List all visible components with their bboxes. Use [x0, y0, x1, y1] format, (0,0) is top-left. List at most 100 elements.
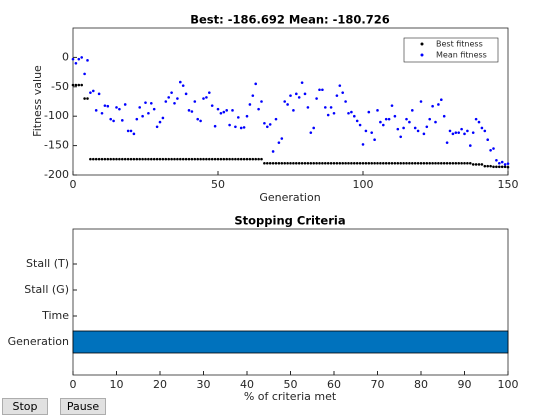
data-point	[405, 161, 408, 165]
data-point	[315, 97, 318, 100]
data-point	[254, 157, 257, 161]
data-point	[393, 114, 397, 118]
data-point	[503, 163, 507, 166]
data-point	[248, 157, 252, 161]
data-point	[83, 97, 86, 100]
data-point	[210, 157, 214, 161]
data-point	[179, 157, 182, 161]
data-point	[469, 161, 472, 165]
data-point	[382, 123, 385, 127]
chart-title: Best: -186.692 Mean: -180.726	[190, 13, 390, 27]
data-point	[121, 119, 124, 122]
data-point	[147, 157, 150, 161]
data-point	[94, 109, 98, 112]
data-point	[379, 161, 382, 165]
data-point	[213, 157, 217, 161]
data-point	[500, 165, 504, 169]
data-point	[297, 161, 301, 165]
data-point	[341, 161, 345, 165]
data-point	[353, 161, 356, 165]
data-point	[219, 111, 223, 115]
data-point	[347, 111, 350, 115]
data-point	[326, 113, 330, 117]
data-point	[155, 157, 159, 161]
data-point	[460, 161, 463, 165]
data-point	[408, 161, 411, 165]
data-point	[344, 161, 347, 165]
data-point	[358, 123, 362, 127]
data-point	[167, 157, 170, 161]
data-point	[202, 157, 205, 161]
data-point	[500, 160, 504, 164]
data-point	[498, 161, 501, 165]
data-point	[350, 110, 353, 114]
data-point	[77, 57, 81, 61]
x-tick-label: 100	[353, 178, 374, 191]
pause-button[interactable]: Pause	[60, 398, 106, 415]
data-point	[106, 104, 110, 108]
data-point	[231, 109, 234, 112]
data-point	[263, 121, 266, 125]
data-point	[144, 157, 147, 161]
x-axis-label: % of criteria met	[244, 390, 337, 403]
chart-title: Stopping Criteria	[234, 214, 345, 228]
data-point	[289, 161, 292, 165]
data-point	[367, 110, 371, 114]
data-point	[152, 107, 156, 111]
data-point	[503, 165, 507, 169]
data-point	[382, 161, 385, 165]
data-point	[350, 161, 353, 165]
data-point	[483, 164, 487, 168]
data-point	[260, 157, 263, 161]
data-point	[242, 126, 246, 129]
stop-button[interactable]: Stop	[2, 398, 48, 415]
y-tick-label: -50	[51, 80, 69, 93]
data-point	[94, 157, 98, 161]
data-point	[100, 111, 104, 115]
data-point	[358, 161, 362, 165]
data-point	[445, 141, 449, 144]
data-point	[474, 117, 478, 121]
data-point	[477, 163, 481, 166]
data-point	[158, 157, 162, 161]
data-point	[457, 161, 461, 165]
data-point	[237, 116, 240, 119]
x-tick-label: 30	[197, 378, 211, 391]
data-point	[451, 161, 455, 165]
data-point	[176, 97, 179, 100]
data-point	[492, 165, 495, 169]
data-point	[405, 117, 408, 121]
data-point	[338, 161, 342, 165]
data-point	[373, 138, 376, 142]
data-point	[442, 161, 446, 165]
data-point	[219, 157, 223, 161]
data-point	[393, 161, 397, 165]
data-point	[92, 157, 95, 161]
data-point	[237, 157, 240, 161]
data-point	[141, 114, 144, 118]
data-point	[173, 101, 176, 105]
data-point	[318, 88, 321, 92]
data-point	[321, 88, 324, 92]
data-point	[376, 161, 379, 165]
data-point	[367, 161, 371, 165]
data-point	[379, 120, 382, 124]
data-point	[173, 157, 176, 161]
data-point	[396, 161, 400, 165]
data-point	[196, 117, 199, 121]
data-point	[144, 101, 147, 104]
data-point	[115, 106, 118, 109]
data-point	[303, 92, 307, 96]
y-tick-label: 0	[62, 50, 69, 63]
data-point	[109, 117, 112, 121]
data-point	[295, 92, 298, 96]
data-point	[376, 109, 379, 112]
data-point	[257, 107, 260, 111]
data-point	[338, 84, 342, 87]
data-point	[318, 161, 321, 165]
y-tick-label: Generation	[8, 335, 69, 348]
data-point	[92, 89, 95, 93]
data-point	[422, 132, 426, 136]
data-point	[370, 161, 374, 165]
